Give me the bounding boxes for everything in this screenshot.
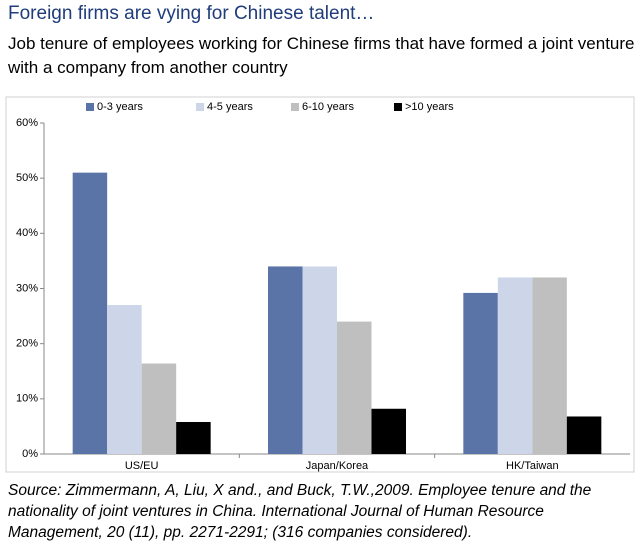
bar [532, 277, 567, 454]
legend-swatch [86, 103, 94, 111]
bar [72, 172, 108, 454]
legend-label: 6-10 years [302, 101, 354, 113]
x-tick-label: US/EU [125, 460, 159, 472]
bar [107, 305, 142, 454]
bar [566, 416, 602, 454]
x-tick-label: HK/Taiwan [506, 460, 559, 472]
y-tick-label: 0% [22, 448, 38, 460]
legend-label: 4-5 years [207, 101, 253, 113]
x-tick-label: Japan/Korea [306, 460, 369, 472]
bar [176, 422, 211, 454]
legend-swatch [291, 103, 299, 111]
y-tick-label: 40% [16, 227, 38, 239]
y-tick-label: 20% [16, 338, 38, 350]
y-tick-label: 10% [16, 393, 38, 405]
y-tick-label: 50% [16, 172, 38, 184]
bar [337, 321, 372, 454]
legend-label: 0-3 years [97, 101, 143, 113]
legend-swatch [196, 103, 204, 111]
source-note: Source: Zimmermann, A, Liu, X and., and … [8, 482, 592, 541]
chart-title: Foreign firms are vying for Chinese tale… [8, 3, 375, 24]
bar [141, 363, 177, 454]
bar [463, 292, 498, 454]
bar [371, 408, 406, 454]
bar [497, 277, 533, 454]
legend-label: >10 years [405, 101, 454, 113]
legend-swatch [394, 103, 402, 111]
bar [302, 266, 337, 454]
chart-subtitle: Job tenure of employees working for Chin… [8, 34, 635, 77]
y-tick-label: 30% [16, 282, 38, 294]
y-tick-label: 60% [16, 117, 38, 129]
bar [268, 266, 303, 454]
chart-frame [5, 96, 635, 473]
